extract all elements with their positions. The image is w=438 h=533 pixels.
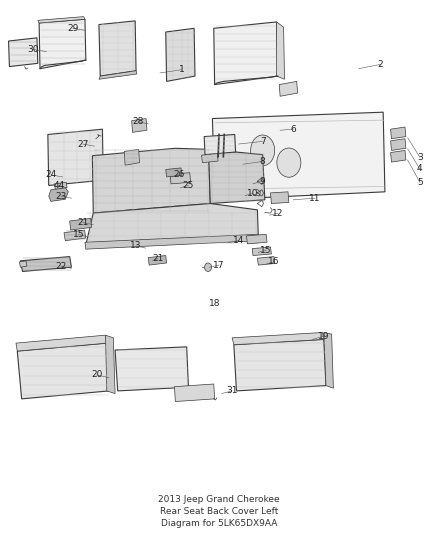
Ellipse shape xyxy=(251,135,275,166)
Polygon shape xyxy=(204,134,236,155)
Polygon shape xyxy=(38,17,85,23)
Text: 25: 25 xyxy=(183,181,194,190)
Polygon shape xyxy=(19,261,27,267)
Text: 21: 21 xyxy=(77,218,88,227)
Polygon shape xyxy=(39,19,86,69)
Text: 4: 4 xyxy=(417,165,423,174)
Text: 6: 6 xyxy=(290,125,296,134)
Polygon shape xyxy=(208,149,265,204)
Text: 31: 31 xyxy=(226,386,238,395)
Text: 20: 20 xyxy=(91,370,102,379)
Polygon shape xyxy=(99,21,136,76)
Polygon shape xyxy=(201,154,218,163)
Polygon shape xyxy=(64,230,86,241)
Polygon shape xyxy=(132,118,147,132)
Ellipse shape xyxy=(277,148,301,177)
Polygon shape xyxy=(148,255,166,265)
Text: 2: 2 xyxy=(378,60,383,69)
Text: 5: 5 xyxy=(417,178,423,187)
Polygon shape xyxy=(70,219,92,230)
Polygon shape xyxy=(391,127,406,139)
Polygon shape xyxy=(252,247,272,255)
Polygon shape xyxy=(54,182,67,189)
Polygon shape xyxy=(391,139,406,150)
Text: 9: 9 xyxy=(259,177,265,185)
Text: 13: 13 xyxy=(130,241,142,251)
Text: 22: 22 xyxy=(55,262,67,271)
Circle shape xyxy=(205,263,212,271)
Text: 44: 44 xyxy=(54,181,65,190)
Polygon shape xyxy=(92,148,210,213)
Text: 14: 14 xyxy=(233,236,244,245)
Text: 8: 8 xyxy=(259,157,265,166)
Text: 12: 12 xyxy=(272,208,284,217)
Text: 26: 26 xyxy=(173,171,184,179)
Text: 17: 17 xyxy=(213,261,225,270)
Polygon shape xyxy=(106,335,115,393)
Text: 24: 24 xyxy=(45,171,57,179)
Text: 15: 15 xyxy=(73,230,84,239)
Polygon shape xyxy=(124,149,140,165)
Polygon shape xyxy=(324,333,333,388)
Polygon shape xyxy=(247,235,267,244)
Polygon shape xyxy=(214,22,278,85)
Text: 1: 1 xyxy=(179,65,185,74)
Polygon shape xyxy=(391,150,406,162)
Text: 10: 10 xyxy=(247,189,259,198)
Text: 11: 11 xyxy=(309,193,321,203)
Polygon shape xyxy=(17,343,109,399)
Polygon shape xyxy=(166,28,195,82)
Polygon shape xyxy=(232,333,324,345)
Polygon shape xyxy=(48,129,103,185)
Polygon shape xyxy=(258,256,275,265)
Text: 21: 21 xyxy=(152,254,163,263)
Polygon shape xyxy=(277,22,285,79)
Text: 27: 27 xyxy=(77,140,88,149)
Text: 23: 23 xyxy=(55,191,67,200)
Text: 19: 19 xyxy=(318,332,329,341)
Polygon shape xyxy=(234,340,326,391)
Polygon shape xyxy=(279,82,297,96)
Polygon shape xyxy=(99,71,137,79)
Polygon shape xyxy=(16,335,107,351)
Text: 28: 28 xyxy=(133,117,144,126)
Text: 18: 18 xyxy=(209,299,220,308)
Polygon shape xyxy=(85,235,259,249)
Text: 3: 3 xyxy=(417,153,423,162)
Polygon shape xyxy=(115,347,188,391)
Text: 15: 15 xyxy=(261,246,272,255)
Polygon shape xyxy=(166,168,182,177)
Polygon shape xyxy=(9,38,38,67)
Polygon shape xyxy=(271,192,289,204)
Text: 2013 Jeep Grand Cherokee
Rear Seat Back Cover Left
Diagram for 5LK65DX9AA: 2013 Jeep Grand Cherokee Rear Seat Back … xyxy=(158,495,280,528)
Text: 30: 30 xyxy=(28,45,39,54)
Polygon shape xyxy=(212,112,385,200)
Text: 7: 7 xyxy=(260,137,265,146)
Text: 16: 16 xyxy=(268,257,279,266)
Polygon shape xyxy=(174,384,215,401)
Polygon shape xyxy=(49,188,68,201)
Text: 29: 29 xyxy=(67,24,78,33)
Polygon shape xyxy=(20,256,71,271)
Polygon shape xyxy=(170,173,191,184)
Polygon shape xyxy=(86,204,258,245)
